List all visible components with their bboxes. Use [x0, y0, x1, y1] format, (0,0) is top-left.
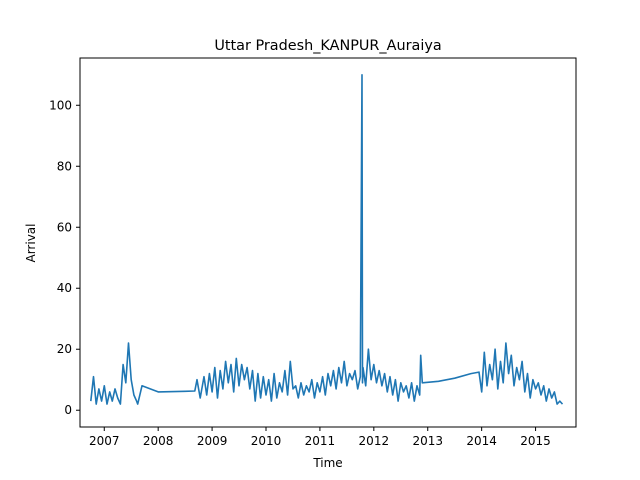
y-axis-ticks: 0 20 40 60 80 100 [49, 98, 80, 417]
x-axis-label: Time [312, 456, 342, 470]
axes-frame [79, 57, 577, 428]
x-tick-label: 2010 [251, 434, 282, 448]
y-tick-label: 20 [57, 342, 72, 356]
x-tick-label: 2012 [359, 434, 390, 448]
x-tick-label: 2007 [89, 434, 120, 448]
plot-border [79, 57, 577, 428]
x-tick-label: 2014 [466, 434, 497, 448]
y-tick-label: 0 [64, 403, 72, 417]
x-tick-label: 2013 [412, 434, 443, 448]
y-tick-label: 100 [49, 98, 72, 112]
x-tick-label: 2008 [143, 434, 174, 448]
y-tick-label: 60 [57, 220, 72, 234]
series-line-0 [90, 74, 564, 405]
y-tick-label: 80 [57, 159, 72, 173]
chart-title: Uttar Pradesh_KANPUR_Auraiya [214, 38, 441, 54]
x-tick-label: 2009 [197, 434, 228, 448]
data-layer [90, 74, 564, 405]
y-axis-label: Arrival [24, 224, 38, 263]
y-tick-label: 40 [57, 281, 72, 295]
x-tick-label: 2011 [305, 434, 336, 448]
x-tick-label: 2015 [520, 434, 551, 448]
x-axis-ticks: 2007 2008 2009 2010 2011 2012 2013 2014 2015 [89, 427, 551, 448]
